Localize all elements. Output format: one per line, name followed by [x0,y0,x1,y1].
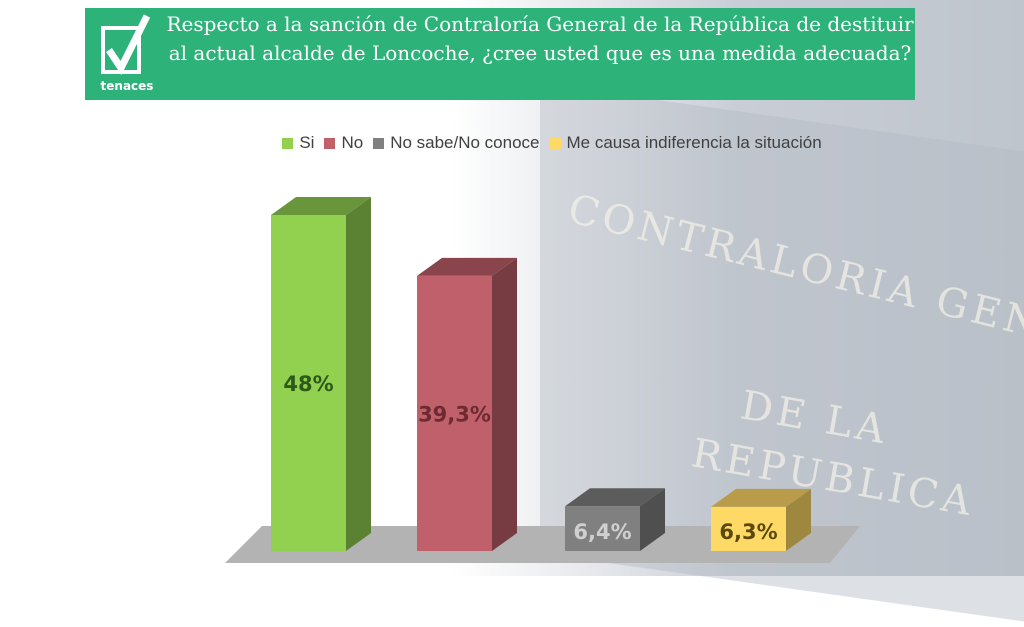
tenaces-logo: tenaces [101,14,154,93]
legend-label: Me causa indiferencia la situación [566,133,822,152]
legend: Si No No sabe/No conoce Me causa indiferenc… [0,133,1024,153]
legend-item: No sabe/No conoce [373,133,540,153]
bar-si [271,215,346,551]
legend-item: Si [282,133,314,153]
chart-floor [225,526,860,563]
data-label: 48% [283,372,333,396]
title-banner [85,8,915,100]
legend-swatch [282,137,294,149]
bar-top [565,488,665,507]
legend-label: Si [299,133,315,152]
bar-top [417,257,517,276]
legend-swatch [324,137,336,149]
bar-side [640,488,665,551]
legend-label: No [341,133,364,152]
data-label: 6,4% [573,520,631,544]
bar-me-causa-indiferencia-la-situaci-n [711,506,786,551]
chart-title: Respecto a la sanción de Contraloría Gen… [166,12,914,65]
bar-side [786,488,811,551]
bar-side [492,257,517,551]
legend-item: No [324,133,363,153]
bar-no-sabe-no-conoce [565,506,640,551]
legend-item: Me causa indiferencia la situación [549,133,822,153]
bar-chart: 48% 39,3% 6,4% 6,3% [225,197,860,563]
bar-top [271,197,371,215]
legend-swatch [373,137,385,149]
checkmark-icon [106,14,151,75]
legend-label: No sabe/No conoce [390,133,540,152]
bar-top [711,488,811,507]
data-label: 6,3% [719,520,777,544]
bar-no [417,275,492,551]
data-label: 39,3% [418,402,491,426]
bar-side [346,197,371,551]
legend-swatch [549,137,561,149]
logo-text: tenaces [101,79,154,93]
